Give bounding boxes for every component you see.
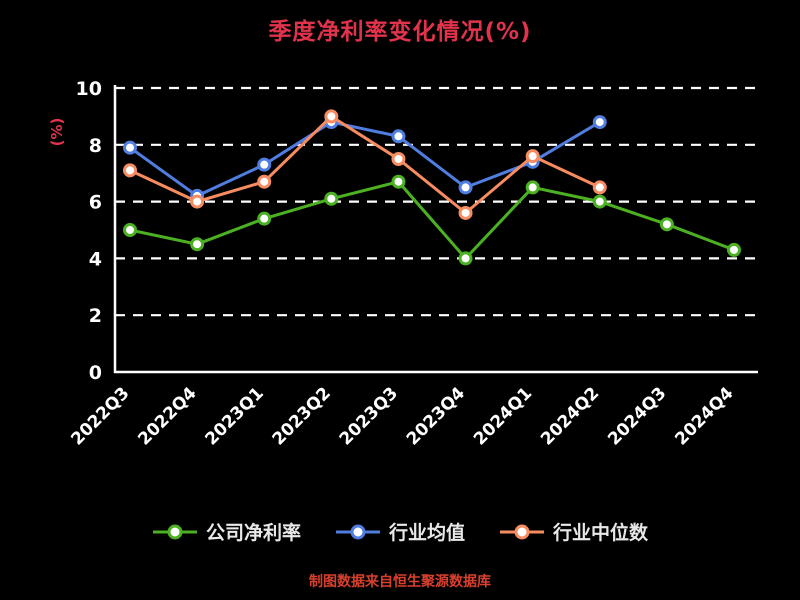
data-point xyxy=(458,205,473,220)
data-point xyxy=(525,180,540,195)
data-point xyxy=(190,194,205,209)
data-point xyxy=(391,152,406,166)
y-axis-label: (%) xyxy=(48,118,66,147)
data-point xyxy=(592,194,607,209)
y-tick-label: 6 xyxy=(89,192,102,214)
data-point xyxy=(257,157,272,172)
data-point xyxy=(257,174,272,189)
legend-marker-company xyxy=(152,524,197,539)
data-point xyxy=(727,242,741,257)
y-tick-label: 4 xyxy=(89,248,102,270)
x-tick-label: 2024Q1 xyxy=(470,383,536,449)
legend-label-company: 公司净利率 xyxy=(205,522,301,544)
data-point xyxy=(659,217,674,232)
data-point xyxy=(525,149,540,164)
data-point xyxy=(391,129,406,144)
data-point xyxy=(324,191,339,206)
data-point xyxy=(190,237,205,252)
data-point xyxy=(123,140,137,155)
y-tick-label: 0 xyxy=(89,362,102,384)
x-tick-label: 2023Q2 xyxy=(269,383,335,449)
legend-label-industry-median: 行业中位数 xyxy=(553,522,649,544)
x-tick-label: 2024Q3 xyxy=(604,383,670,449)
series-line xyxy=(129,114,601,215)
legend-circle-icon xyxy=(167,524,183,539)
data-point xyxy=(257,211,272,226)
y-tick-label: 8 xyxy=(89,135,102,157)
legend-circle-icon xyxy=(514,524,530,539)
page-title: 季度净利率变化情况(%) xyxy=(268,19,532,45)
legend-item-industry-average[interactable]: 行业均值 xyxy=(335,518,465,545)
legend-circle-icon xyxy=(350,524,366,539)
data-point xyxy=(391,174,406,189)
data-point xyxy=(592,180,607,195)
data-point xyxy=(123,223,137,237)
legend-marker-industry-average xyxy=(335,524,380,539)
data-point xyxy=(123,163,137,178)
x-tick-label: 2024Q4 xyxy=(671,383,737,449)
x-tick-label: 2022Q3 xyxy=(67,383,133,449)
data-point xyxy=(458,180,473,195)
series-line xyxy=(129,180,735,261)
legend: 公司净利率 行业均值 行业中位数 xyxy=(0,518,800,545)
legend-item-company-net-margin[interactable]: 公司净利率 xyxy=(152,518,301,545)
data-point xyxy=(324,109,339,124)
data-point xyxy=(458,251,473,266)
data-point xyxy=(592,115,607,130)
y-tick-label: 10 xyxy=(76,78,102,100)
legend-item-industry-median[interactable]: 行业中位数 xyxy=(499,518,648,545)
x-tick-label: 2023Q1 xyxy=(202,383,268,449)
x-tick-label: 2023Q4 xyxy=(403,383,469,449)
legend-label-industry-average: 行业均值 xyxy=(388,522,465,544)
footer-source-note: 制图数据来自恒生聚源数据库 xyxy=(309,574,491,590)
x-tick-label: 2022Q4 xyxy=(134,383,200,449)
y-tick-label: 2 xyxy=(89,305,102,327)
legend-marker-industry-median xyxy=(500,524,544,539)
x-tick-label: 2024Q2 xyxy=(537,383,603,449)
x-tick-label: 2023Q3 xyxy=(336,383,402,449)
